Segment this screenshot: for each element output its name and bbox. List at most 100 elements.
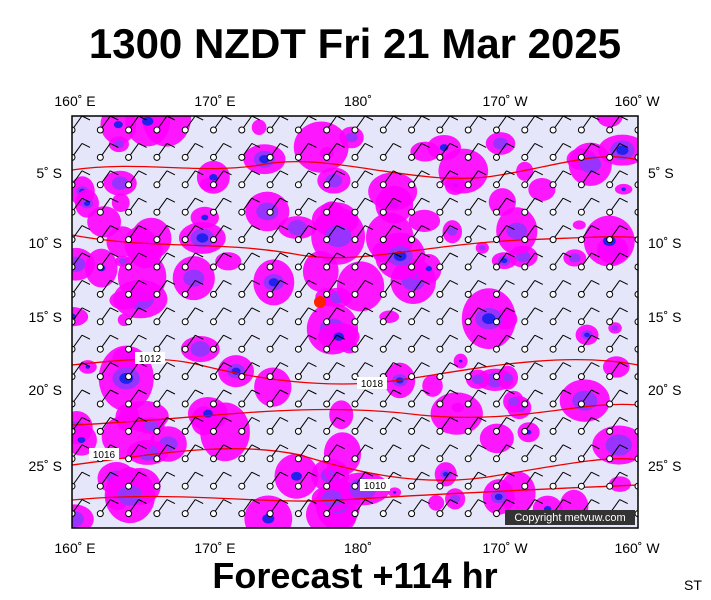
station [493,427,500,435]
barb-flag [477,279,487,285]
barb-flag [279,252,289,258]
station [464,208,472,216]
barb-flag [166,307,176,313]
lon-label-bottom: 160˚ E [54,540,95,556]
isobar-label-box [89,448,119,460]
station [153,318,161,326]
station [294,126,302,134]
station [436,208,444,216]
station [464,400,472,408]
rain-core [579,155,602,173]
station [351,126,359,134]
barb-flag [477,225,487,231]
station [351,263,359,271]
station [181,126,189,134]
station [521,153,529,161]
barb-flag [449,197,459,203]
station [266,345,274,353]
barb-flag [562,444,572,450]
barb-staff [637,403,638,404]
barb-flag [562,252,572,258]
station [153,290,161,298]
station [379,455,387,463]
station [549,208,557,216]
barb-flag [591,362,600,368]
barb-flag [393,416,402,422]
station [606,482,614,490]
rain-area [323,432,362,476]
station [549,153,557,161]
barb-flag [336,362,345,368]
barb-flag [194,307,204,313]
barb-flag [279,197,289,203]
copyright-box [505,510,635,525]
barb-flag [534,142,544,148]
station [294,455,302,463]
barb-flag [110,334,119,340]
station [408,482,416,490]
station [464,482,472,490]
rain-area [293,121,349,173]
isobar-label: 1010 [364,481,387,492]
barb-flag [506,416,515,422]
station [181,455,189,463]
barb-flag [648,143,656,147]
barb-flag [477,197,487,203]
barb-flag [364,389,374,395]
barb-flag [421,142,430,148]
barb-flag [110,197,119,203]
barb-flag [506,444,515,450]
barb-flag [308,334,317,340]
barb-flag [562,197,572,203]
barb-flag [449,334,459,340]
rain-heavy [616,145,629,156]
station [379,427,387,435]
station [521,208,529,216]
station [549,400,557,408]
station [294,153,302,161]
station [577,126,585,134]
station [181,427,189,435]
barb-flag [308,362,317,368]
station [436,181,444,189]
barb-flag [619,170,628,176]
barb-flag [110,362,119,368]
barb-flag [591,197,600,203]
barb-flag [534,170,544,176]
barb-flag [619,362,628,368]
rain-area [410,141,441,162]
barb-flag [506,197,515,203]
rain-area [572,220,586,230]
station [153,427,161,435]
station [549,236,557,244]
station [323,482,331,490]
station [96,482,104,490]
station [351,482,359,490]
barb-flag [223,362,232,368]
barb-flag [562,416,572,422]
station [96,208,104,216]
barb-flag [308,499,317,505]
station [351,318,359,326]
barb-flag [393,362,402,368]
station [436,318,444,326]
station [549,482,557,490]
station [493,318,500,326]
station [379,181,387,189]
rain-heavy [584,332,590,338]
barb-flag [477,362,487,368]
barb-flag [279,389,289,395]
lat-label-right: 5˚ S [648,165,674,181]
station [379,236,387,244]
station [408,510,416,518]
station [181,290,189,298]
barb-flag [336,499,345,505]
barb-flag [251,225,261,231]
barb-flag [251,307,261,313]
barb-flag [562,389,572,395]
barb-flag [110,307,119,313]
barb-flag [477,252,487,258]
barb-flag [619,197,628,203]
station [464,181,472,189]
barb-flag [619,389,628,395]
